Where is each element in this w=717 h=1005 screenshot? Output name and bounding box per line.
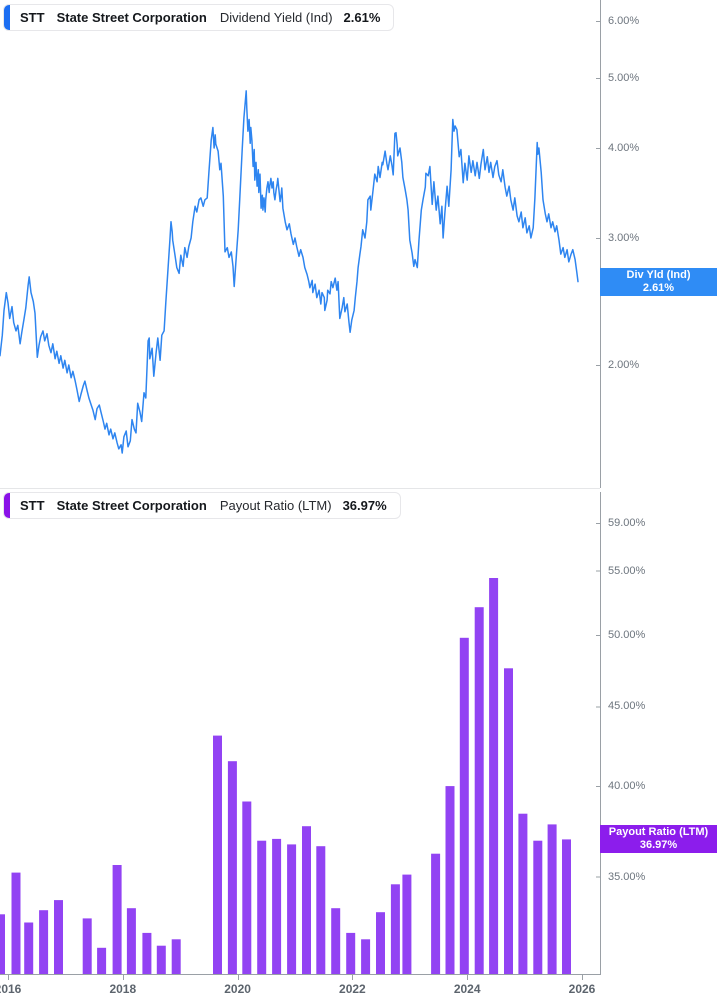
y-tick-label-500: 5.00% [608, 72, 640, 85]
payout-ratio-bars [0, 578, 571, 974]
payout-ratio-bar [82, 918, 92, 974]
payout-ratio-bar [156, 945, 166, 974]
y-tick-label-3500: 35.00% [608, 870, 646, 883]
payout-ratio-bar [142, 932, 152, 974]
x-axis-label-2016: 2016 [0, 982, 22, 996]
payout-ratio-bar [257, 840, 267, 974]
payout-ratio-bar [11, 872, 21, 974]
payout-ratio-bar [533, 840, 543, 974]
ticker-symbol: STT [20, 10, 45, 25]
y-tick-label-5000: 50.00% [608, 629, 646, 642]
payout-ratio-bar [0, 914, 5, 974]
dividend-yield-line [0, 90, 579, 454]
payout-ratio-bar [97, 947, 107, 974]
series-header-payout-ratio[interactable]: STT State Street Corporation Payout Rati… [3, 492, 401, 519]
payout-ratio-bar [390, 884, 400, 974]
payout-ratio-bar [54, 900, 63, 974]
payout-ratio-bar [39, 910, 49, 974]
payout-ratio-bar [302, 826, 311, 974]
payout-ratio-bar [316, 846, 326, 974]
payout-ratio-bar [112, 865, 122, 974]
payout-ratio-bar [331, 908, 341, 974]
y-tick-label-5500: 55.00% [608, 564, 646, 577]
axis-badge-value: 36.97% [639, 839, 678, 851]
x-axis-label-2024: 2024 [453, 982, 481, 996]
y-tick-label-4500: 45.00% [608, 700, 646, 713]
payout-ratio-bar [171, 939, 181, 974]
axis-badge-label: Payout Ratio (LTM) [608, 826, 709, 838]
x-axis-label-2018: 2018 [109, 982, 137, 996]
y-tick-label-4000: 40.00% [608, 780, 646, 793]
metric-value: 36.97% [342, 498, 387, 513]
payout-ratio-bar [24, 922, 34, 974]
payout-ratio-bar [431, 853, 441, 974]
payout-ratio-bar [489, 578, 499, 974]
axis-badge-value: 2.61% [642, 282, 675, 294]
payout-ratio-bar [445, 786, 455, 974]
metric-name: Payout Ratio (LTM) [219, 498, 332, 513]
company-name: State Street Corporation [56, 10, 207, 25]
series-color-bar-dividend-yield [4, 5, 10, 30]
payout-ratio-bar [402, 874, 412, 974]
payout-ratio-bar [227, 761, 237, 974]
x-axis-label-2026: 2026 [568, 982, 596, 996]
payout-ratio-bar [213, 735, 222, 974]
series-color-bar-payout-ratio [4, 493, 10, 518]
axes [0, 0, 601, 980]
payout-ratio-bar [272, 838, 282, 974]
payout-ratio-bar [242, 801, 252, 974]
y-tick-label-300: 3.00% [608, 232, 640, 245]
payout-ratio-bar [474, 607, 484, 974]
y-tick-label-400: 4.00% [608, 141, 640, 154]
ticker-symbol: STT [20, 498, 45, 513]
axis-badge-div-yld: Div Yld (Ind) 2.61% [600, 268, 717, 296]
payout-ratio-bar [562, 839, 571, 974]
metric-value: 2.61% [343, 10, 381, 25]
payout-ratio-bar [459, 637, 469, 974]
company-name: State Street Corporation [56, 498, 207, 513]
payout-ratio-bar [547, 824, 557, 974]
payout-ratio-bar [518, 813, 528, 974]
y-tick-label-600: 6.00% [608, 15, 640, 27]
payout-ratio-bar [126, 908, 136, 974]
payout-ratio-bar [361, 939, 371, 974]
payout-ratio-bar [376, 912, 385, 974]
payout-ratio-bar [287, 844, 297, 974]
x-axis-label-2020: 2020 [224, 982, 251, 996]
payout-ratio-bar [504, 668, 513, 974]
axis-badge-label: Div Yld (Ind) [626, 269, 691, 281]
metric-name: Dividend Yield (Ind) [219, 10, 333, 25]
y-tick-label-5900: 59.00% [608, 517, 646, 529]
y-tick-label-200: 2.00% [608, 359, 640, 371]
axis-badge-payout-ratio: Payout Ratio (LTM) 36.97% [600, 825, 717, 853]
series-header-dividend-yield[interactable]: STT State Street Corporation Dividend Yi… [3, 4, 395, 31]
x-axis-label-2022: 2022 [339, 982, 366, 996]
payout-ratio-bar [346, 932, 356, 974]
